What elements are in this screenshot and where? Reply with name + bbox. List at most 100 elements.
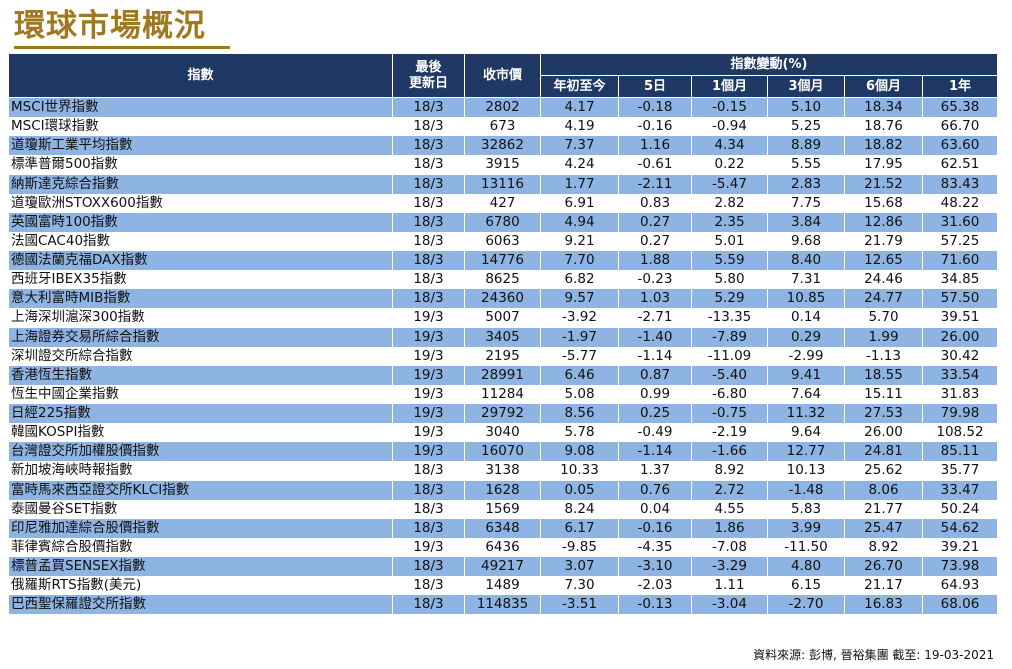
period-header-ytd: 年初至今 xyxy=(540,75,619,98)
last-update-cell: 18/3 xyxy=(392,136,465,156)
6m-change-cell: 18.76 xyxy=(844,117,923,137)
ytd-change-cell: -5.77 xyxy=(540,346,619,366)
1y-change-cell: 63.60 xyxy=(921,136,999,156)
6m-change-cell: 8.06 xyxy=(844,480,923,500)
table-row: 巴西聖保羅證交所指數 18/3 114835 -3.51 -0.13 -3.04 -2.70… xyxy=(8,595,999,615)
index-name-cell: 深圳證交所綜合指數 xyxy=(8,346,393,366)
ytd-change-cell: 3.07 xyxy=(540,557,619,577)
last-update-cell: 18/3 xyxy=(392,231,465,251)
period-header-1m: 1個月 xyxy=(691,75,768,98)
3m-change-cell: 7.31 xyxy=(767,270,845,290)
1y-change-cell: 73.98 xyxy=(921,557,999,577)
close-price-cell: 3405 xyxy=(464,327,541,347)
6m-change-cell: 24.81 xyxy=(844,442,923,462)
6m-change-cell: 5.70 xyxy=(844,308,923,328)
1m-change-cell: -7.89 xyxy=(691,327,768,347)
5d-change-cell: -0.61 xyxy=(618,155,692,175)
close-price-cell: 5007 xyxy=(464,308,541,328)
5d-change-cell: -1.14 xyxy=(618,442,692,462)
3m-change-cell: 5.10 xyxy=(767,97,845,118)
6m-change-cell: 12.86 xyxy=(844,212,923,232)
6m-change-cell: 21.17 xyxy=(844,576,923,596)
3m-change-cell: -1.48 xyxy=(767,480,845,500)
index-name-cell: 西班牙IBEX35指數 xyxy=(8,270,393,290)
1m-change-cell: -7.08 xyxy=(691,537,768,557)
1y-change-cell: 26.00 xyxy=(921,327,999,347)
6m-change-cell: 24.46 xyxy=(844,270,923,290)
index-name-cell: 上海證券交易所綜合指數 xyxy=(8,327,393,347)
ytd-change-cell: 4.24 xyxy=(540,155,619,175)
index-name-cell: 道瓊斯工業平均指數 xyxy=(8,136,393,156)
ytd-change-cell: 9.57 xyxy=(540,289,619,309)
ytd-change-cell: 9.08 xyxy=(540,442,619,462)
ytd-change-cell: -9.85 xyxy=(540,537,619,557)
1y-change-cell: 48.22 xyxy=(921,193,999,213)
table-row: 標普孟買SENSEX指數 18/3 49217 3.07 -3.10 -3.29 4.80 2… xyxy=(8,557,999,577)
5d-change-cell: -0.49 xyxy=(618,423,692,443)
last-update-cell: 19/3 xyxy=(392,308,465,328)
6m-change-cell: 15.68 xyxy=(844,193,923,213)
1y-change-cell: 39.51 xyxy=(921,308,999,328)
last-update-cell: 19/3 xyxy=(392,537,465,557)
1m-change-cell: 1.86 xyxy=(691,518,768,538)
close-price-cell: 2195 xyxy=(464,346,541,366)
period-header-1y: 1年 xyxy=(921,75,999,98)
ytd-change-cell: 5.08 xyxy=(540,384,619,404)
ytd-change-cell: -1.97 xyxy=(540,327,619,347)
5d-change-cell: 0.27 xyxy=(618,212,692,232)
5d-change-cell: -0.13 xyxy=(618,595,692,615)
1m-change-cell: 5.01 xyxy=(691,231,768,251)
table-row: 恆生中國企業指數 19/3 11284 5.08 0.99 -6.80 7.64 15.11 3… xyxy=(8,384,999,404)
5d-change-cell: 0.27 xyxy=(618,231,692,251)
period-header-5d: 5日 xyxy=(618,75,692,98)
index-name-cell: 法國CAC40指數 xyxy=(8,231,393,251)
1m-change-cell: 8.92 xyxy=(691,461,768,481)
last-update-cell: 18/3 xyxy=(392,155,465,175)
last-update-header-line1: 最後 xyxy=(415,59,442,75)
table-body: MSCI世界指數 18/3 2802 4.17 -0.18 -0.15 5.10 18.34 6… xyxy=(8,97,999,615)
index-name-cell: 德國法蘭克福DAX指數 xyxy=(8,251,393,271)
last-update-cell: 18/3 xyxy=(392,97,465,118)
5d-change-cell: 1.03 xyxy=(618,289,692,309)
close-price-cell: 13116 xyxy=(464,174,541,194)
period-header-3m: 3個月 xyxy=(767,75,845,98)
6m-change-cell: 17.95 xyxy=(844,155,923,175)
1m-change-cell: 0.22 xyxy=(691,155,768,175)
last-update-cell: 19/3 xyxy=(392,327,465,347)
index-name-cell: 台灣證交所加權股價指數 xyxy=(8,442,393,462)
close-price-cell: 2802 xyxy=(464,97,541,118)
close-price-cell: 28991 xyxy=(464,365,541,385)
table-row: 英國富時100指數 18/3 6780 4.94 0.27 2.35 3.84 12.86 31… xyxy=(8,212,999,232)
last-update-cell: 18/3 xyxy=(392,480,465,500)
last-update-cell: 18/3 xyxy=(392,193,465,213)
5d-change-cell: 0.83 xyxy=(618,193,692,213)
close-price-cell: 3138 xyxy=(464,461,541,481)
1m-change-cell: 5.59 xyxy=(691,251,768,271)
table-row: 道瓊歐洲STOXX600指數 18/3 427 6.91 0.83 2.82 7.75 15.… xyxy=(8,193,999,213)
table-row: 上海深圳滬深300指數 19/3 5007 -3.92 -2.71 -13.35 0.14 5… xyxy=(8,308,999,328)
last-update-column-header: 最後 更新日 xyxy=(392,53,465,98)
3m-change-cell: 8.40 xyxy=(767,251,845,271)
table-row: 深圳證交所綜合指數 19/3 2195 -5.77 -1.14 -11.09 -2.99 -1… xyxy=(8,346,999,366)
6m-change-cell: 1.99 xyxy=(844,327,923,347)
table-row: 俄羅斯RTS指數(美元) 18/3 1489 7.30 -2.03 1.11 6.15 21.… xyxy=(8,576,999,596)
3m-change-cell: 0.29 xyxy=(767,327,845,347)
6m-change-cell: 25.62 xyxy=(844,461,923,481)
period-header-6m: 6個月 xyxy=(844,75,923,98)
1y-change-cell: 64.93 xyxy=(921,576,999,596)
index-name-cell: 上海深圳滬深300指數 xyxy=(8,308,393,328)
1y-change-cell: 108.52 xyxy=(921,423,999,443)
1m-change-cell: -0.75 xyxy=(691,404,768,424)
table-row: 新加坡海峽時報指數 18/3 3138 10.33 1.37 8.92 10.13 25.62… xyxy=(8,461,999,481)
5d-change-cell: 1.88 xyxy=(618,251,692,271)
close-price-cell: 24360 xyxy=(464,289,541,309)
3m-change-cell: 6.15 xyxy=(767,576,845,596)
close-price-cell: 1628 xyxy=(464,480,541,500)
5d-change-cell: 0.99 xyxy=(618,384,692,404)
close-price-cell: 6063 xyxy=(464,231,541,251)
3m-change-cell: 3.84 xyxy=(767,212,845,232)
1y-change-cell: 68.06 xyxy=(921,595,999,615)
1m-change-cell: -6.80 xyxy=(691,384,768,404)
ytd-change-cell: -3.92 xyxy=(540,308,619,328)
table-row: 道瓊斯工業平均指數 18/3 32862 7.37 1.16 4.34 8.89 18.82 6… xyxy=(8,136,999,156)
